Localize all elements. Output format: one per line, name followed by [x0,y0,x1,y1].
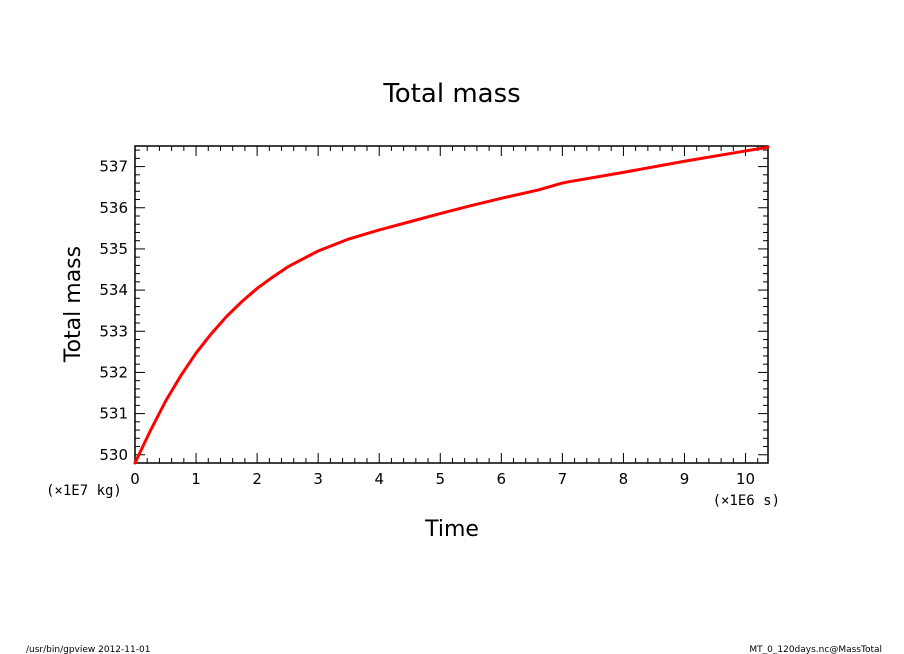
x-tick-label: 6 [497,470,507,488]
x-axis-label: Time [424,517,479,542]
chart-title: Total mass [382,79,520,109]
y-axis-label: Total mass [61,246,86,363]
x-tick-label: 9 [680,470,690,488]
y-tick-label: 531 [99,405,128,423]
x-tick-label: 10 [736,470,755,488]
footer-right: MT_0_120days.nc@MassTotal [749,645,882,654]
x-tick-label: 5 [435,470,445,488]
plot-frame [134,145,769,464]
y-tick-label: 530 [99,446,128,464]
x-tick-label: 3 [313,470,323,488]
x-unit-label: (×1E6 s) [713,493,780,509]
x-axis-ticks [134,146,759,463]
y-tick-label: 532 [99,363,128,381]
x-tick-label: 8 [619,470,629,488]
series-layer [133,145,770,465]
y-tick-label: 537 [99,158,128,176]
y-axis-tick-labels: 530 531 532 533 534 535 536 537 [99,158,128,464]
x-tick-label: 0 [130,470,140,488]
y-tick-label: 536 [99,199,128,217]
y-unit-label: (×1E7 kg) [46,483,122,499]
y-tick-label: 534 [99,281,128,299]
x-tick-label: 4 [374,470,384,488]
x-axis-tick-labels: 0 1 2 3 4 5 6 7 8 9 10 [130,470,755,488]
y-tick-label: 535 [99,240,128,258]
x-tick-label: 7 [558,470,568,488]
y-tick-label: 533 [99,322,128,340]
x-tick-label: 2 [252,470,262,488]
footer-left: /usr/bin/gpview 2012-11-01 [26,645,150,654]
series-line-1 [133,145,770,465]
y-axis-ticks [135,149,768,464]
x-tick-label: 1 [191,470,201,488]
